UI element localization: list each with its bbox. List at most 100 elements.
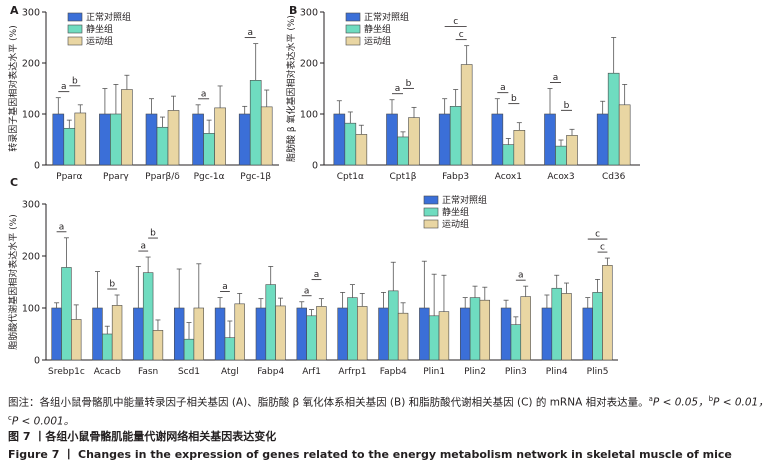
bar (386, 113, 398, 166)
legend-swatch (423, 207, 439, 217)
bar (145, 113, 158, 166)
legend-label: 正常对照组 (442, 194, 487, 206)
bar (99, 113, 111, 166)
significance-label: a (201, 89, 207, 99)
note-c-sup: c (8, 413, 12, 422)
bar (561, 293, 572, 361)
legend-label: 运动组 (364, 35, 391, 47)
legend-label: 正常对照组 (86, 11, 131, 23)
significance-label: a (61, 82, 67, 92)
x-tick-label: Plin5 (587, 367, 609, 377)
x-tick-label: Cpt1α (337, 172, 364, 182)
x-tick-label: Fapb4 (380, 367, 407, 377)
bar (460, 64, 473, 166)
legend-label: 运动组 (86, 35, 113, 47)
bar (167, 110, 180, 166)
bar (234, 303, 245, 361)
x-tick-label: Atgl (221, 367, 239, 377)
significance-label: a (59, 222, 65, 232)
bar (142, 272, 154, 361)
bar (378, 307, 389, 361)
x-tick-label: Pgc-1α (194, 172, 225, 182)
significance-label: b (72, 76, 78, 86)
caption-chinese: 图 7 丨各组小鼠骨骼肌能量代谢网络相关基因表达变化 (8, 430, 277, 443)
bar (110, 113, 122, 166)
x-tick-label: Pparγ (103, 172, 129, 182)
bar (479, 299, 491, 361)
bar (551, 287, 562, 361)
bar (63, 127, 76, 166)
panel-letter: C (10, 176, 18, 189)
bar (397, 136, 409, 166)
x-tick-label: Plin2 (464, 367, 486, 377)
bar (544, 113, 556, 166)
bar (121, 89, 133, 166)
y-axis-label: 脂肪酸代谢基因相对表达水平 (%) (7, 214, 19, 349)
bar (566, 135, 578, 166)
bar (438, 113, 451, 166)
bar (214, 307, 226, 361)
note-text: 图注：各组小鼠骨骼肌中能量转录因子相关基因 (A)、脂肪酸 β 氧化体系相关基因… (8, 396, 649, 409)
significance-label: b (564, 101, 570, 111)
legend-label: 运动组 (442, 218, 469, 230)
bar (344, 122, 357, 166)
legend-swatch (345, 36, 361, 46)
y-axis-label: 脂肪酸 β 氧化基因相对表达水平 (%) (285, 15, 297, 162)
legend-swatch (423, 219, 439, 229)
bar (51, 307, 62, 361)
legend-swatch (67, 24, 83, 34)
bar (491, 113, 504, 166)
bar (133, 307, 144, 361)
x-tick-label: Fabp3 (442, 172, 469, 182)
significance-label: a (247, 28, 253, 38)
bar (306, 315, 317, 361)
x-tick-label: Plin1 (423, 367, 445, 377)
legend-label: 静坐组 (442, 206, 469, 218)
x-tick-label: Cd36 (602, 172, 626, 182)
bar (408, 117, 420, 166)
bar (224, 337, 236, 361)
bar (74, 112, 87, 166)
legend-swatch (67, 36, 83, 46)
x-tick-label: Arfrp1 (338, 367, 366, 377)
y-tick-label: 300 (22, 8, 40, 19)
bar (510, 324, 522, 361)
bar (520, 296, 531, 361)
bar (61, 267, 72, 361)
bar (260, 106, 273, 166)
bar (502, 144, 515, 166)
y-tick-label: 300 (22, 200, 40, 211)
x-tick-label: Srebp1c (48, 367, 85, 377)
x-tick-label: Fasn (138, 367, 158, 377)
bar (203, 133, 215, 166)
bar (607, 72, 620, 166)
bar (193, 307, 205, 361)
bar (618, 104, 631, 166)
bar (592, 292, 603, 361)
bar (173, 307, 185, 361)
significance-label: c (595, 230, 600, 240)
bar (275, 305, 286, 361)
y-tick-label: 200 (22, 59, 40, 70)
bar (449, 106, 462, 166)
bar (469, 297, 481, 361)
bar (333, 113, 346, 166)
bar (192, 113, 204, 166)
y-tick-label: 300 (300, 8, 318, 19)
bar (265, 284, 276, 361)
bar (316, 306, 327, 361)
note-b-sup: b (708, 395, 714, 403)
legend-label: 正常对照组 (364, 11, 409, 23)
significance-label: b (406, 79, 412, 89)
bar (102, 333, 113, 361)
bar (92, 307, 103, 361)
significance-label: c (459, 30, 464, 40)
bar (337, 307, 348, 361)
bar (459, 307, 471, 361)
y-tick-label: 0 (312, 161, 318, 172)
x-tick-label: Cpt1β (390, 172, 417, 182)
y-tick-label: 100 (22, 110, 40, 121)
x-tick-label: Fabp4 (257, 367, 284, 377)
x-tick-label: Plin4 (546, 367, 568, 377)
y-tick-label: 200 (300, 59, 318, 70)
